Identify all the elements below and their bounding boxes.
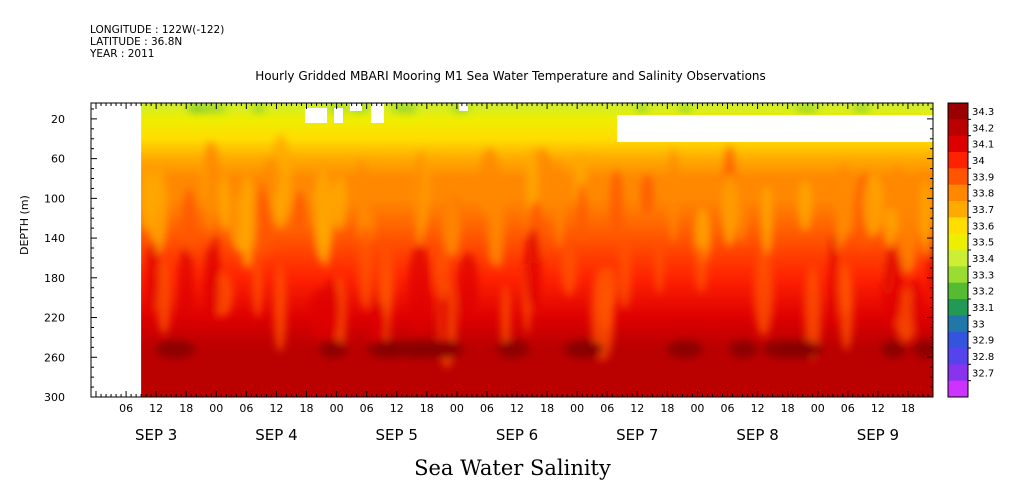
day-label: SEP 8 (736, 426, 778, 444)
colorbar-label: 33.2 (972, 287, 994, 298)
x-tick-label: 12 (149, 402, 163, 415)
colorbar-swatch (948, 152, 968, 169)
colorbar-label: 33.9 (972, 172, 994, 183)
colorbar-swatch (948, 103, 968, 120)
y-tick-label: 220 (44, 312, 65, 325)
x-tick-label: 00 (690, 402, 704, 415)
y-tick-label: 100 (44, 192, 65, 205)
colorbar-swatch (948, 266, 968, 284)
colorbar-swatch (948, 135, 968, 153)
x-tick-label: 18 (781, 402, 795, 415)
x-tick-label: 00 (330, 402, 344, 415)
x-tick-label: 12 (871, 402, 885, 415)
chart-title: Hourly Gridded MBARI Mooring M1 Sea Wate… (255, 69, 766, 83)
location-info: LONGITUDE : 122W(-122) LATITUDE : 36.8N … (90, 24, 224, 60)
x-tick-label: 06 (841, 402, 855, 415)
missing-data-gap (334, 108, 343, 123)
plot-area (90, 102, 934, 398)
missing-data-gap (617, 115, 933, 142)
x-tick-label: 12 (751, 402, 765, 415)
colorbar-label: 32.9 (972, 336, 994, 347)
colorbar-label: 33.5 (972, 238, 994, 249)
colorbar-swatch (948, 282, 968, 300)
x-tick-label: 06 (360, 402, 374, 415)
salinity-variability (141, 105, 934, 368)
day-label: SEP 4 (255, 426, 297, 444)
x-tick-label: 18 (660, 402, 674, 415)
day-label: SEP 5 (376, 426, 418, 444)
latitude-label: LATITUDE : 36.8N (90, 36, 183, 48)
colorbar-label: 34.2 (972, 123, 994, 134)
colorbar-label: 33.8 (972, 189, 994, 200)
day-label: SEP 7 (616, 426, 658, 444)
y-tick-label: 180 (44, 272, 65, 285)
colorbar-swatch (948, 233, 968, 251)
variable-title: Sea Water Salinity (414, 456, 611, 480)
missing-data-gap (371, 104, 384, 123)
colorbar-label: 34.3 (972, 107, 994, 118)
day-label: SEP 3 (135, 426, 177, 444)
y-tick-label: 300 (44, 391, 65, 404)
x-tick-label: 06 (239, 402, 253, 415)
x-tick-label: 00 (811, 402, 825, 415)
y-tick-label: 260 (44, 351, 65, 364)
colorbar-label: 33.7 (972, 205, 994, 216)
missing-data-gap (350, 104, 362, 111)
colorbar-label: 33.1 (972, 303, 994, 314)
missing-data-gap (305, 108, 327, 123)
colorbar-swatch (948, 299, 968, 316)
colorbar-swatch (948, 380, 968, 398)
x-tick-label: 00 (209, 402, 223, 415)
x-tick-label: 06 (600, 402, 614, 415)
colorbar-swatch (948, 217, 968, 235)
x-tick-label: 06 (721, 402, 735, 415)
colorbar-label: 34 (972, 156, 985, 167)
x-tick-label: 12 (630, 402, 644, 415)
colorbar-label: 33.6 (972, 221, 994, 232)
day-label: SEP 6 (496, 426, 538, 444)
colorbar-swatch (948, 364, 968, 382)
colorbar-label: 34.1 (972, 140, 994, 151)
x-tick-label: 18 (179, 402, 193, 415)
x-tick-label: 00 (570, 402, 584, 415)
colorbar-swatch (948, 119, 968, 137)
colorbar-swatch (948, 201, 968, 218)
x-tick-label: 18 (300, 402, 314, 415)
y-tick-label: 140 (44, 232, 65, 245)
y-tick-label: 20 (51, 113, 65, 126)
colorbar-swatch (948, 168, 968, 186)
x-tick-label: 18 (420, 402, 434, 415)
colorbar-label: 33.3 (972, 270, 994, 281)
year-label: YEAR : 2011 (90, 48, 155, 60)
x-axis: 06 12 18 00 06 12 18 00 06 12 18 00 06 12 18 00 06 12 18 00… (90, 103, 934, 444)
x-tick-label: 12 (269, 402, 283, 415)
y-axis: 20 60 100 140 180 220 260 300 (44, 108, 933, 404)
colorbar: 34.3 34.2 34.1 34 33.9 33.8 33.7 33.6 33.5 33.4 33… (947, 102, 994, 398)
colorbar-swatch (948, 250, 968, 267)
x-tick-label: 06 (119, 402, 133, 415)
colorbar-label: 33.4 (972, 254, 994, 265)
x-tick-label: 18 (901, 402, 915, 415)
y-tick-label: 60 (51, 153, 65, 166)
colorbar-swatch (948, 315, 968, 333)
x-tick-label: 12 (390, 402, 404, 415)
colorbar-swatch (948, 184, 968, 202)
longitude-label: LONGITUDE : 122W(-122) (90, 24, 225, 36)
x-tick-label: 12 (510, 402, 524, 415)
missing-data-gap (459, 104, 468, 111)
colorbar-label: 33 (972, 319, 985, 330)
x-tick-label: 00 (450, 402, 464, 415)
colorbar-label: 32.7 (972, 368, 994, 379)
colorbar-swatch (948, 348, 968, 365)
x-tick-label: 18 (540, 402, 554, 415)
day-label: SEP 9 (857, 426, 899, 444)
x-tick-label: 06 (480, 402, 494, 415)
colorbar-label: 32.8 (972, 352, 994, 363)
colorbar-swatch (948, 331, 968, 349)
